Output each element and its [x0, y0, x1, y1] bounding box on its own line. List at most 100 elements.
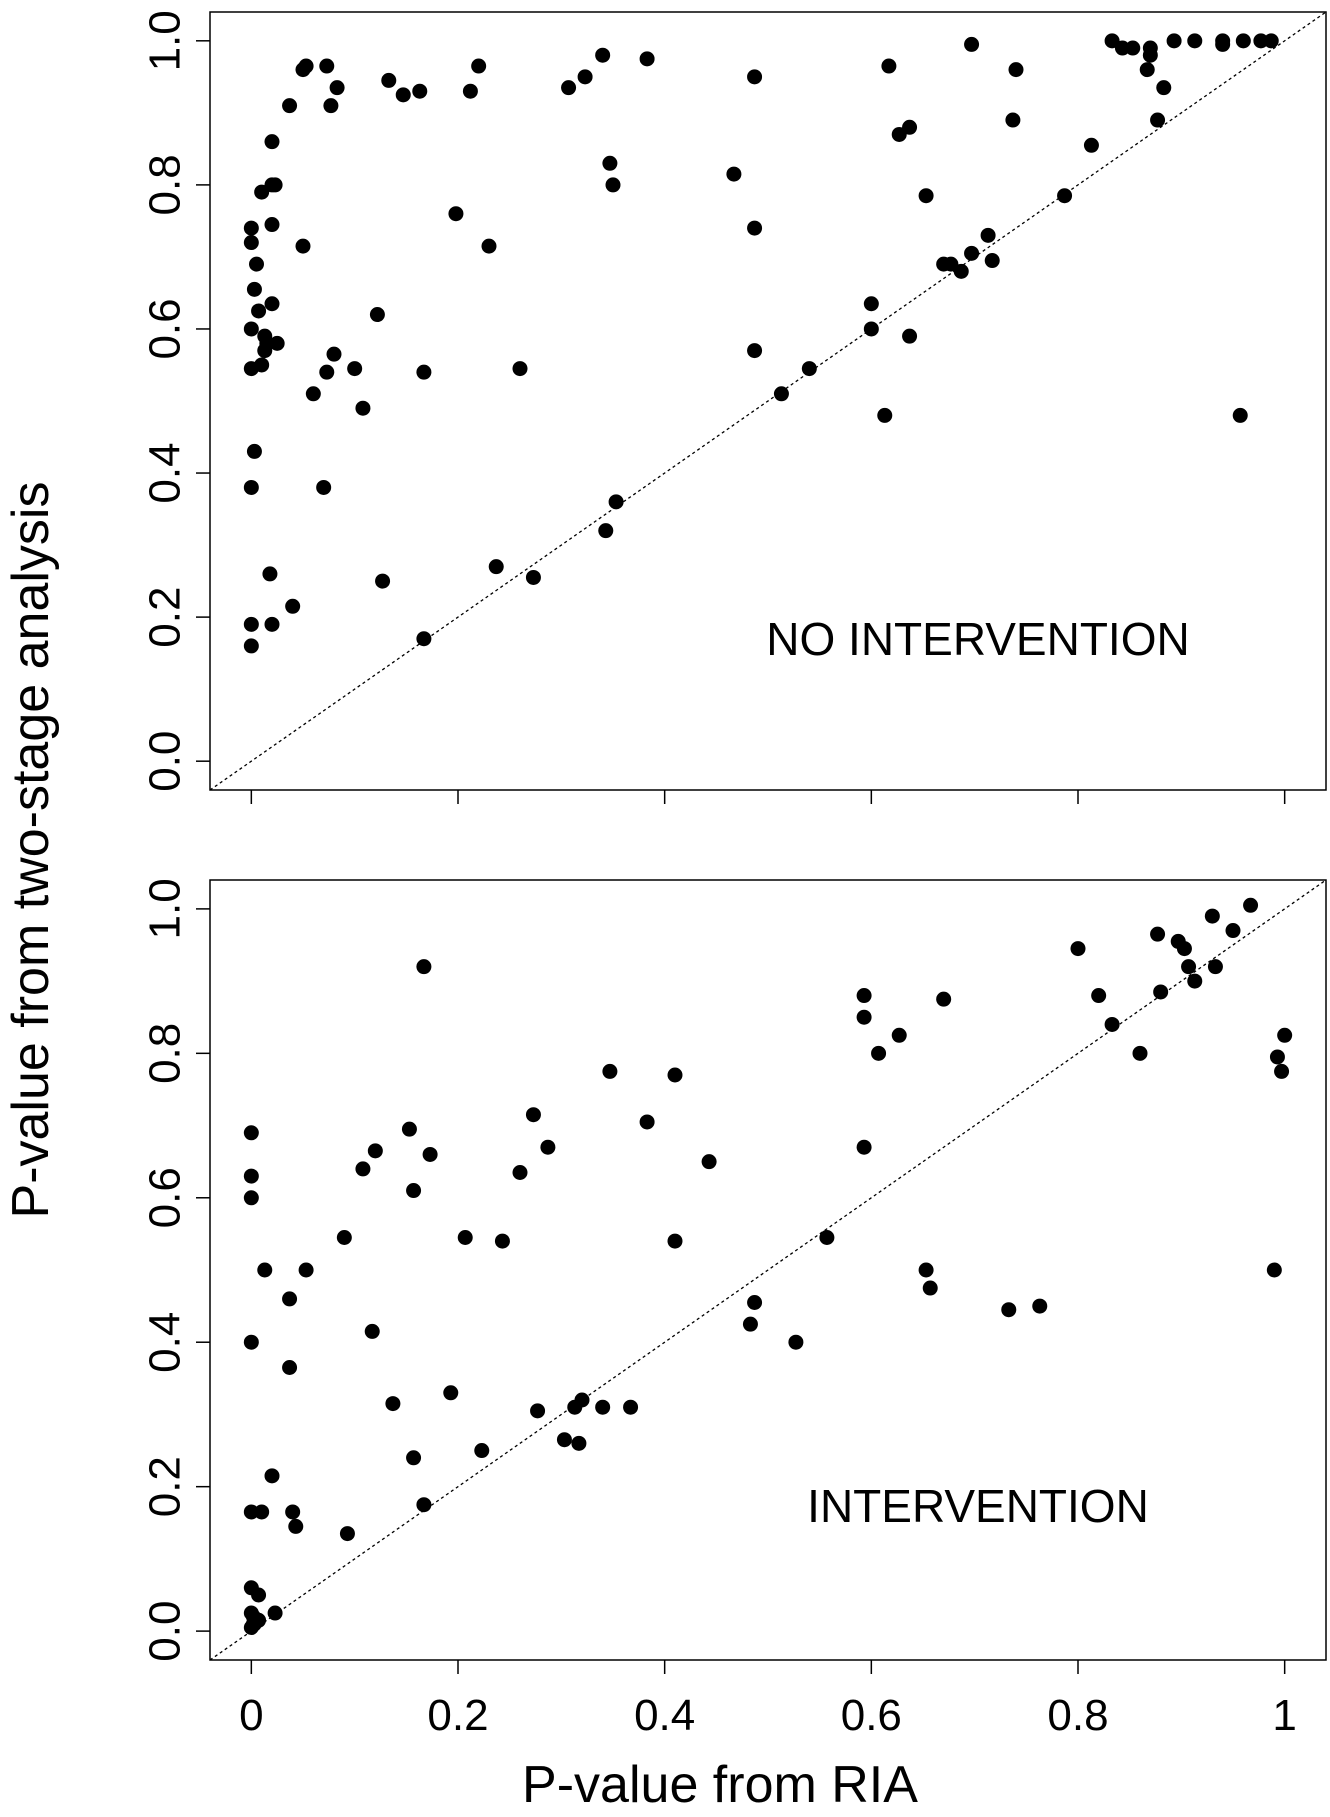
x-axis-label: P-value from RIA — [522, 1756, 918, 1814]
x-tick-label: 0.6 — [841, 1691, 902, 1740]
data-point — [1083, 137, 1099, 153]
data-point — [319, 364, 335, 380]
data-point — [742, 1316, 758, 1332]
data-point — [243, 1125, 259, 1141]
data-point — [595, 47, 611, 63]
data-point — [1008, 62, 1024, 78]
data-point — [525, 1107, 541, 1123]
data-point — [561, 80, 577, 96]
data-point — [856, 1139, 872, 1155]
data-point — [375, 573, 391, 589]
data-point — [1176, 941, 1192, 957]
data-point — [530, 1403, 546, 1419]
data-point — [512, 361, 528, 377]
data-point — [395, 87, 411, 103]
data-point — [1263, 33, 1279, 49]
data-point — [1153, 984, 1169, 1000]
data-point — [243, 1504, 259, 1520]
data-point — [326, 346, 342, 362]
data-point — [1253, 33, 1269, 49]
data-point — [747, 69, 763, 85]
data-point — [254, 1504, 270, 1520]
data-point — [788, 1334, 804, 1350]
x-tick-label: 0.8 — [1047, 1691, 1108, 1740]
data-point — [494, 1233, 510, 1249]
data-point — [701, 1154, 717, 1170]
data-point — [863, 321, 879, 337]
data-point — [512, 1165, 528, 1180]
data-point — [1070, 941, 1086, 957]
data-point — [1225, 923, 1241, 939]
data-point — [639, 51, 655, 67]
data-point — [1277, 1027, 1293, 1043]
data-point — [298, 1262, 314, 1278]
data-point — [264, 296, 280, 312]
data-point — [1150, 926, 1166, 942]
data-point — [1104, 1016, 1120, 1032]
data-point — [416, 959, 432, 975]
data-point — [285, 598, 301, 614]
y-tick-label: 0.2 — [141, 1456, 190, 1517]
data-point — [980, 227, 996, 243]
data-point — [936, 991, 952, 1007]
data-point — [556, 1432, 572, 1448]
data-point — [1187, 973, 1203, 989]
data-point — [605, 177, 621, 193]
data-point — [298, 58, 314, 74]
x-tick-label: 1 — [1272, 1691, 1296, 1740]
data-point — [871, 1045, 887, 1061]
x-tick-label: 0 — [239, 1691, 263, 1740]
data-point — [747, 220, 763, 236]
data-point — [773, 386, 789, 402]
data-point — [262, 566, 278, 582]
identity-line — [209, 11, 1327, 791]
data-point — [254, 357, 270, 373]
data-point — [267, 1605, 283, 1621]
data-point — [406, 1183, 422, 1199]
data-point — [243, 616, 259, 632]
data-point — [891, 1027, 907, 1043]
data-point — [369, 307, 385, 323]
data-point — [877, 407, 893, 423]
data-point — [412, 83, 428, 99]
data-point — [1032, 1298, 1048, 1314]
data-point — [922, 1280, 938, 1296]
data-point — [243, 1168, 259, 1184]
data-point — [416, 364, 432, 380]
y-tick-label: 0.8 — [141, 154, 190, 215]
data-point — [918, 188, 934, 204]
data-point — [1091, 988, 1107, 1004]
data-point — [577, 69, 593, 85]
data-point — [401, 1121, 417, 1137]
data-point — [1132, 1045, 1148, 1061]
data-point — [259, 335, 275, 351]
data-point — [856, 1009, 872, 1025]
data-point — [448, 206, 464, 222]
data-point — [243, 321, 259, 337]
data-point — [1204, 908, 1220, 924]
data-point — [1150, 112, 1166, 128]
data-point — [295, 238, 311, 254]
data-point — [1005, 112, 1021, 128]
y-tick-label: 1.0 — [141, 10, 190, 71]
data-point — [269, 335, 285, 351]
data-point — [747, 343, 763, 359]
data-point — [323, 98, 339, 114]
data-point — [243, 638, 259, 654]
data-point — [264, 134, 280, 150]
data-point — [246, 281, 262, 297]
data-point — [264, 616, 280, 632]
data-point — [1139, 62, 1155, 78]
data-point — [667, 1067, 683, 1083]
data-point — [457, 1230, 473, 1245]
data-point — [1125, 40, 1141, 56]
data-point — [471, 58, 487, 74]
data-point — [623, 1399, 639, 1415]
x-tick-label: 0.2 — [427, 1691, 488, 1740]
y-tick-label: 0.8 — [141, 1023, 190, 1084]
data-point — [416, 1497, 432, 1513]
identity-line — [209, 879, 1327, 1661]
data-point — [1166, 33, 1182, 49]
data-point — [243, 235, 259, 251]
plot-frame — [209, 11, 1327, 791]
